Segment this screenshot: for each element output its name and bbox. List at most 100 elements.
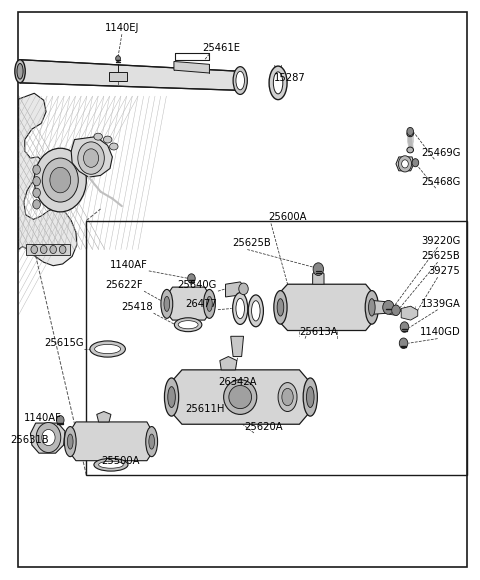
Text: 25625B: 25625B [421, 251, 460, 261]
Text: 25622F: 25622F [106, 280, 143, 290]
Ellipse shape [17, 63, 23, 79]
Ellipse shape [178, 321, 198, 329]
Text: 39275: 39275 [429, 266, 460, 276]
Circle shape [188, 274, 195, 283]
Ellipse shape [174, 318, 202, 332]
Text: 25469G: 25469G [421, 148, 460, 158]
Polygon shape [109, 72, 127, 81]
Ellipse shape [90, 341, 125, 357]
Ellipse shape [307, 387, 314, 408]
Text: 1339GA: 1339GA [420, 299, 460, 309]
Polygon shape [69, 422, 153, 461]
Text: 25631B: 25631B [10, 435, 48, 445]
Circle shape [42, 158, 78, 202]
Ellipse shape [206, 296, 212, 311]
Ellipse shape [168, 387, 175, 408]
Ellipse shape [252, 300, 260, 321]
Ellipse shape [161, 289, 173, 318]
Circle shape [50, 168, 71, 193]
Ellipse shape [407, 131, 413, 137]
Circle shape [33, 165, 40, 174]
Circle shape [407, 128, 413, 136]
Ellipse shape [233, 292, 248, 324]
Circle shape [33, 200, 40, 209]
Ellipse shape [64, 426, 76, 456]
Text: 26342A: 26342A [218, 377, 257, 387]
Polygon shape [226, 282, 245, 297]
Ellipse shape [303, 378, 317, 416]
Text: 25600A: 25600A [268, 212, 307, 222]
Ellipse shape [248, 295, 264, 327]
Ellipse shape [278, 383, 297, 411]
Polygon shape [279, 284, 373, 331]
Ellipse shape [233, 67, 247, 95]
Ellipse shape [365, 291, 378, 324]
Text: 39220G: 39220G [421, 236, 460, 246]
Ellipse shape [236, 71, 244, 90]
Text: 1140GD: 1140GD [420, 328, 460, 338]
Ellipse shape [277, 299, 284, 316]
Polygon shape [312, 268, 324, 284]
Polygon shape [19, 93, 77, 266]
Ellipse shape [103, 136, 112, 143]
Circle shape [383, 300, 394, 314]
Circle shape [78, 142, 104, 174]
Ellipse shape [149, 434, 155, 449]
Ellipse shape [15, 60, 25, 83]
Polygon shape [97, 411, 111, 422]
Circle shape [50, 245, 57, 253]
Circle shape [40, 245, 47, 253]
Circle shape [398, 156, 411, 172]
Text: 25620A: 25620A [245, 422, 283, 432]
Polygon shape [71, 137, 112, 177]
Ellipse shape [109, 143, 118, 150]
Polygon shape [20, 60, 240, 90]
Bar [86, 220, 468, 475]
Ellipse shape [94, 458, 128, 471]
Text: 25625B: 25625B [233, 238, 271, 248]
Ellipse shape [274, 291, 287, 324]
Polygon shape [166, 287, 210, 320]
Ellipse shape [94, 133, 102, 140]
Circle shape [42, 429, 55, 445]
Text: 1140AF: 1140AF [110, 260, 148, 270]
Text: 15287: 15287 [274, 73, 306, 83]
Ellipse shape [224, 380, 257, 414]
Polygon shape [169, 370, 311, 424]
Circle shape [392, 305, 400, 316]
Circle shape [36, 422, 61, 452]
Polygon shape [220, 357, 237, 370]
Ellipse shape [369, 299, 375, 316]
Circle shape [313, 263, 324, 276]
Ellipse shape [282, 389, 293, 406]
Ellipse shape [204, 289, 216, 318]
Text: 25640G: 25640G [177, 280, 216, 290]
Circle shape [400, 322, 409, 332]
Circle shape [60, 245, 66, 253]
Polygon shape [174, 61, 209, 73]
Ellipse shape [165, 378, 179, 416]
Ellipse shape [116, 56, 120, 61]
Ellipse shape [95, 345, 120, 354]
Text: 25611H: 25611H [185, 404, 224, 414]
Circle shape [33, 176, 40, 186]
Circle shape [412, 159, 419, 167]
Polygon shape [231, 336, 243, 357]
Text: 1140EJ: 1140EJ [105, 23, 139, 32]
Circle shape [34, 148, 86, 212]
Ellipse shape [67, 434, 73, 449]
Text: 25500A: 25500A [101, 456, 140, 466]
Text: 25418: 25418 [121, 302, 153, 312]
Circle shape [33, 188, 40, 197]
Circle shape [31, 245, 37, 253]
Polygon shape [401, 306, 418, 320]
Text: 25461E: 25461E [202, 43, 240, 53]
Circle shape [57, 415, 64, 425]
Polygon shape [396, 157, 414, 171]
Ellipse shape [407, 147, 413, 153]
Ellipse shape [273, 72, 283, 94]
Polygon shape [372, 300, 390, 314]
Ellipse shape [236, 298, 244, 318]
Circle shape [402, 160, 408, 168]
Ellipse shape [98, 461, 123, 468]
